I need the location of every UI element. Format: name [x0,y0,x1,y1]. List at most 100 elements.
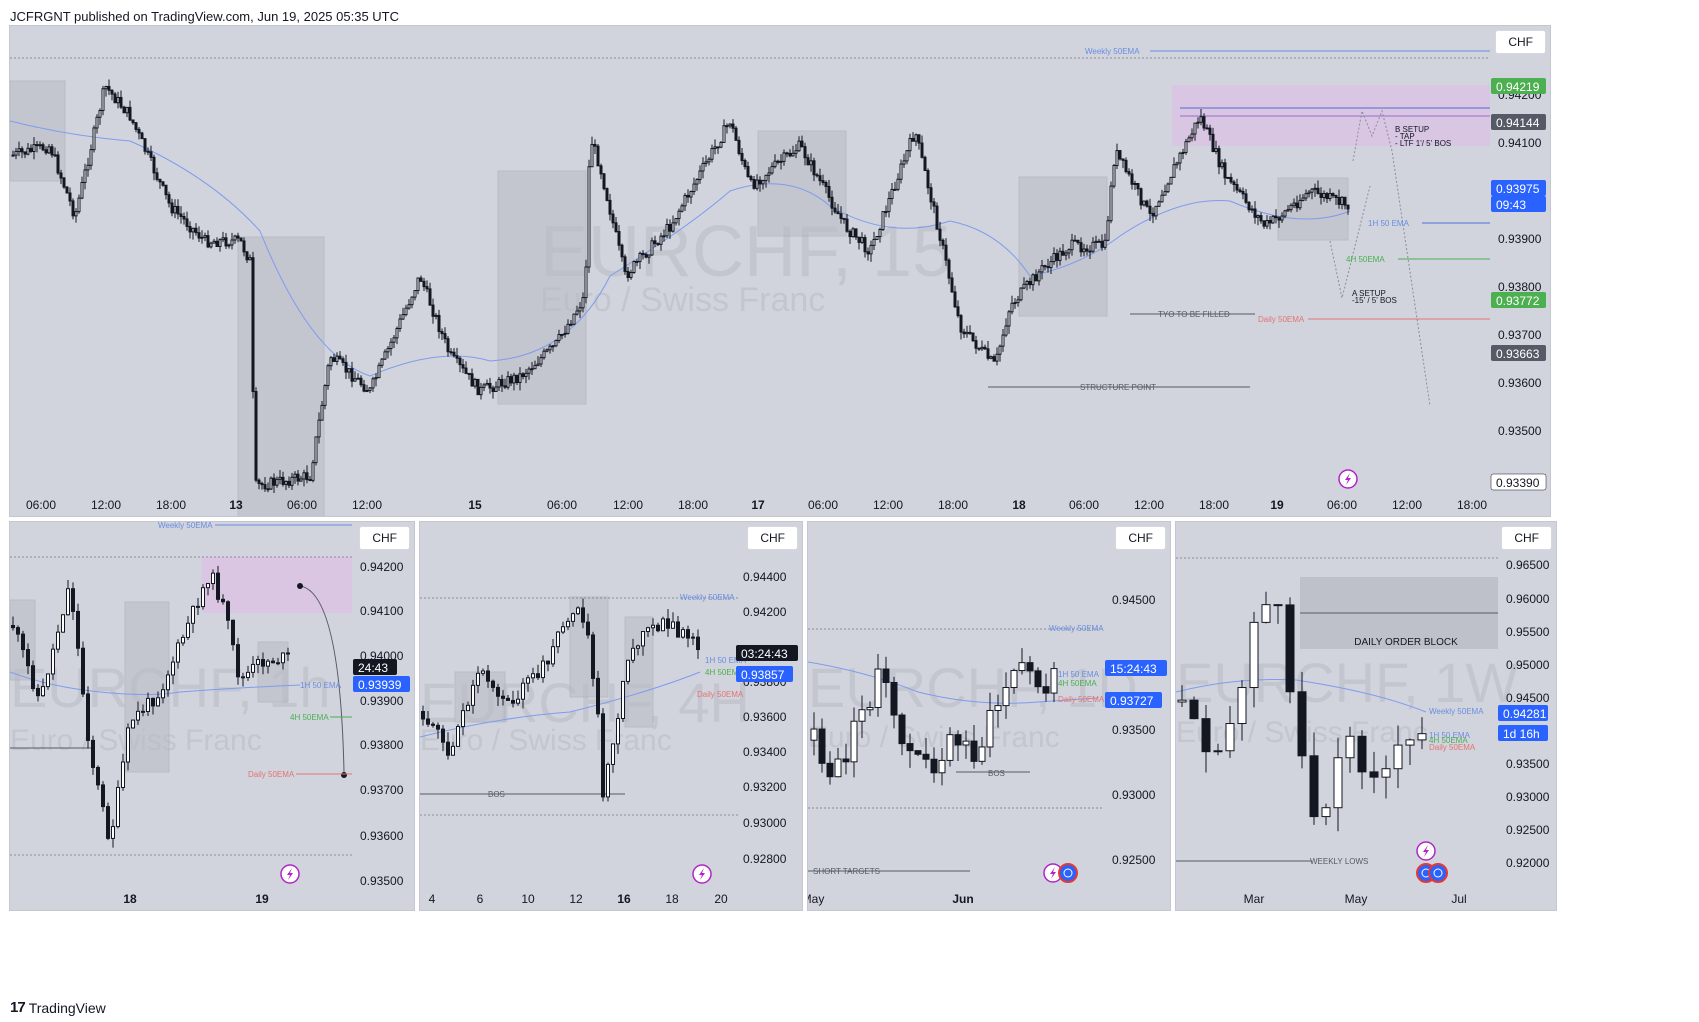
candle-body [521,373,525,378]
x-axis-tick-label: 12:00 [352,498,382,512]
candle-body [71,588,75,612]
candle-body [20,148,24,153]
candle-body [605,188,609,201]
main-chart-pane[interactable]: EURCHF, 15 Euro / Swiss Franc Weekly 50EMA… [9,25,1551,517]
x-axis-tick-label: Jul [1451,892,1466,906]
tradingview-footer[interactable]: 17 TradingView [10,999,106,1016]
x-axis-tick-label: 06:00 [287,498,317,512]
ema-curve [10,671,301,695]
candle-body [425,286,429,290]
candle-body [515,374,519,384]
candle-body [197,232,201,239]
candle-body [246,671,250,679]
candle-body [1271,215,1275,224]
candle-body [1405,739,1415,746]
price-tag-label: 0.93975 [1496,182,1540,196]
ema-curve [420,671,701,738]
currency-button[interactable]: CHF [359,526,410,550]
candle-body [11,154,15,157]
candle-body [1002,687,1010,707]
x-axis-tick-label: 16 [617,892,631,906]
y-axis-tick-label: 0.94500 [1112,593,1156,607]
candle-body [1025,280,1029,285]
candle-body [491,680,495,688]
candle-body [196,605,200,608]
candle-body [1028,280,1032,286]
candle-body [131,119,135,124]
name-watermark: Euro / Swiss Franc [420,724,672,757]
price-tag [1490,473,1547,491]
candle-body [486,670,490,682]
candle-body [666,618,670,629]
candle-body [938,759,946,774]
currency-button[interactable]: CHF [1501,526,1552,550]
candle-body [994,705,1002,711]
candle-body [131,719,135,729]
candle-body [1052,253,1056,263]
candle-body [1040,265,1044,273]
candle-body [674,218,678,224]
candle-body [647,254,651,258]
candle-body [242,240,246,253]
candle-body [851,228,855,238]
candle-body [794,150,798,154]
candle-body [212,240,216,244]
x-axis-tick-label: 17 [751,498,765,512]
candle-body [506,376,510,388]
candle-body [1073,239,1077,242]
candle-body [231,619,235,646]
candle-body [596,145,600,167]
candle-body [546,660,550,665]
currency-button[interactable]: CHF [747,526,798,550]
candle-body [224,237,228,247]
y-axis-tick-label: 0.96000 [1506,592,1550,606]
candle-body [1157,201,1161,207]
chart-pane-4h[interactable]: EURCHF, 4H Euro / Swiss Franc Weekly 50EMA… [419,521,803,911]
candle-body [161,181,165,186]
ema-curve [10,120,1351,377]
candle-body [407,304,411,309]
candle-body [26,147,30,155]
candle-body [561,626,565,633]
candle-body [119,96,123,108]
x-axis-tick-label: 12:00 [873,498,903,512]
candle-body [449,351,453,354]
weekly-ema-label: Weekly 50EMA [1049,624,1104,633]
candle-body [539,357,543,365]
candle-body [186,622,190,638]
candle-body [158,178,162,183]
candle-body [965,331,969,335]
currency-button[interactable]: CHF [1115,526,1166,550]
candle-body [1070,239,1074,251]
candle-body [758,179,762,185]
candle-body [590,143,594,168]
lightning-glyph [1050,867,1056,879]
candle-body [601,713,605,798]
candle-body [1136,182,1140,190]
daily-ema-label: Daily 50EMA [1258,315,1305,324]
candle-body [179,213,183,218]
currency-button[interactable]: CHF [1495,30,1546,54]
candle-body [1010,670,1018,689]
candle-body [446,741,450,756]
event-flag-glyph [1433,868,1443,878]
candle-body [1151,212,1155,217]
candle-body [1163,191,1167,196]
candle-body [839,213,843,219]
candle-body [668,224,672,232]
candle-body [182,216,186,220]
candle-body [581,607,585,623]
candle-body [320,404,324,421]
candle-body [1112,164,1116,187]
chart-pane-1d[interactable]: EURCHF, 1D Euro / Swiss Franc Weekly 50EMA… [807,521,1171,911]
x-axis-tick-label: 06:00 [1069,498,1099,512]
candle-body [506,697,510,701]
weekly-ema-label: Weekly 50EMA [1429,707,1484,716]
